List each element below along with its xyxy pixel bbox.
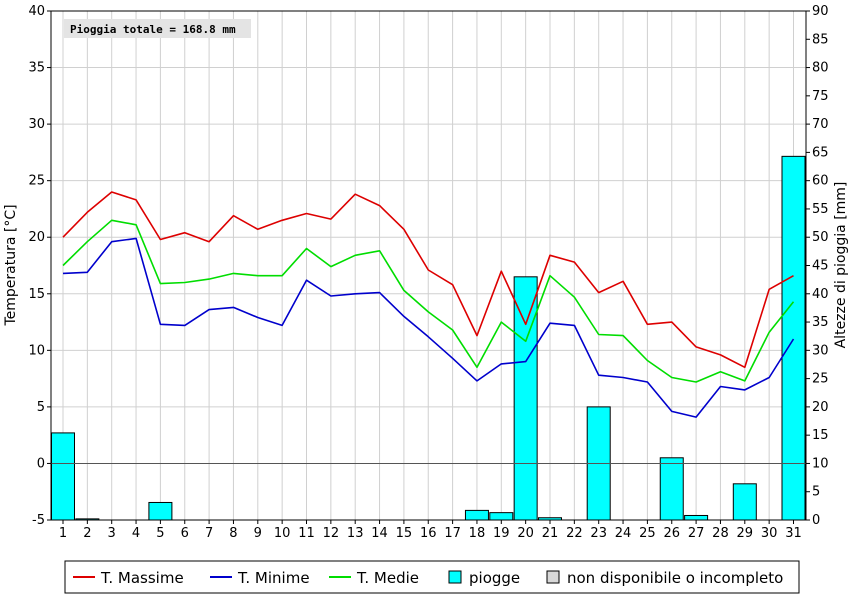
y-right-tick-label: 30 xyxy=(812,343,829,358)
x-tick-label: 31 xyxy=(785,526,802,541)
legend-box xyxy=(64,560,800,594)
x-tick-label: 13 xyxy=(347,526,364,541)
y-right-tick-label: 75 xyxy=(812,89,829,104)
x-tick-label: 19 xyxy=(493,526,510,541)
x-tick-label: 22 xyxy=(566,526,583,541)
x-tick-label: 30 xyxy=(761,526,778,541)
y-right-tick-label: 5 xyxy=(812,485,820,500)
legend-swatch-box xyxy=(448,570,462,584)
axis-ticks: -505101520253035400510152025303540455055… xyxy=(28,4,828,541)
y-left-tick-label: 35 xyxy=(28,61,45,76)
series-line-t-massime xyxy=(62,191,794,369)
total-rain-annotation: Pioggia totale = 168.8 mm xyxy=(64,19,251,38)
rain-bar xyxy=(732,483,757,521)
x-tick-label: 7 xyxy=(205,526,213,541)
x-tick-label: 8 xyxy=(229,526,237,541)
x-tick-label: 12 xyxy=(323,526,340,541)
series-line-t-minime xyxy=(62,237,795,418)
y-right-tick-label: 80 xyxy=(812,61,829,76)
y-left-tick-label: -5 xyxy=(32,513,45,528)
legend-label: T. Medie xyxy=(356,569,419,587)
x-tick-label: 5 xyxy=(156,526,164,541)
x-tick-label: 23 xyxy=(590,526,607,541)
legend-swatch-box xyxy=(546,570,560,584)
legend-label: non disponibile o incompleto xyxy=(567,569,783,587)
x-tick-label: 4 xyxy=(132,526,140,541)
temperature-lines xyxy=(62,191,795,418)
y-left-tick-label: 15 xyxy=(28,287,45,302)
y-right-tick-label: 90 xyxy=(812,4,829,19)
x-tick-label: 20 xyxy=(517,526,534,541)
legend-label: T. Minime xyxy=(237,569,310,587)
x-tick-label: 24 xyxy=(615,526,632,541)
y-right-tick-label: 85 xyxy=(812,32,829,47)
x-tick-label: 15 xyxy=(396,526,413,541)
rain-bar xyxy=(684,514,709,521)
x-tick-label: 14 xyxy=(371,526,388,541)
y-left-tick-label: 0 xyxy=(37,456,45,471)
y-right-tick-label: 35 xyxy=(812,315,829,330)
y-right-tick-label: 0 xyxy=(812,513,820,528)
y-left-tick-label: 20 xyxy=(28,230,45,245)
y-left-tick-label: 25 xyxy=(28,174,45,189)
rain-bar xyxy=(781,155,806,521)
x-tick-label: 17 xyxy=(444,526,461,541)
x-tick-label: 1 xyxy=(59,526,67,541)
y-right-tick-label: 45 xyxy=(812,259,829,274)
y-right-tick-label: 65 xyxy=(812,145,829,160)
y-right-tick-label: 60 xyxy=(812,174,829,189)
rain-bar xyxy=(51,432,75,521)
y-right-tick-label: 50 xyxy=(812,230,829,245)
series-line-t-medie xyxy=(62,219,795,383)
x-tick-label: 6 xyxy=(181,526,189,541)
x-tick-label: 3 xyxy=(108,526,116,541)
x-tick-label: 10 xyxy=(274,526,291,541)
x-tick-label: 11 xyxy=(298,526,315,541)
legend: T. Massime T. Minime T. Medie piogge non dis… xyxy=(64,560,800,594)
x-tick-label: 29 xyxy=(737,526,754,541)
annotation-text: Pioggia totale = 168.8 mm xyxy=(70,23,236,36)
y-right-tick-label: 15 xyxy=(812,428,829,443)
rain-bar xyxy=(513,276,538,521)
y-left-tick-label: 30 xyxy=(28,117,45,132)
y-right-tick-label: 10 xyxy=(812,456,829,471)
x-tick-label: 16 xyxy=(420,526,437,541)
y-left-axis-title: Temperatura [°C] xyxy=(3,204,19,326)
rain-bar xyxy=(148,501,173,521)
x-tick-label: 2 xyxy=(83,526,91,541)
legend-label: piogge xyxy=(469,569,520,587)
rain-bar xyxy=(464,509,489,521)
legend-label: T. Massime xyxy=(100,569,184,587)
y-left-tick-label: 5 xyxy=(37,400,45,415)
x-tick-label: 9 xyxy=(254,526,262,541)
annotation-box xyxy=(64,19,251,38)
y-right-axis-title: Altezze di pioggia [mm] xyxy=(833,182,849,349)
rain-bar xyxy=(489,512,514,521)
x-tick-label: 27 xyxy=(688,526,705,541)
y-left-tick-label: 40 xyxy=(28,4,45,19)
x-tick-label: 28 xyxy=(712,526,729,541)
x-tick-label: 26 xyxy=(663,526,680,541)
y-right-tick-label: 55 xyxy=(812,202,829,217)
x-tick-label: 25 xyxy=(639,526,656,541)
x-tick-label: 21 xyxy=(542,526,559,541)
y-right-tick-label: 25 xyxy=(812,372,829,387)
y-right-tick-label: 70 xyxy=(812,117,829,132)
y-left-tick-label: 10 xyxy=(28,343,45,358)
y-right-tick-label: 20 xyxy=(812,400,829,415)
y-right-tick-label: 40 xyxy=(812,287,829,302)
rain-bar xyxy=(659,457,684,521)
x-tick-label: 18 xyxy=(469,526,486,541)
